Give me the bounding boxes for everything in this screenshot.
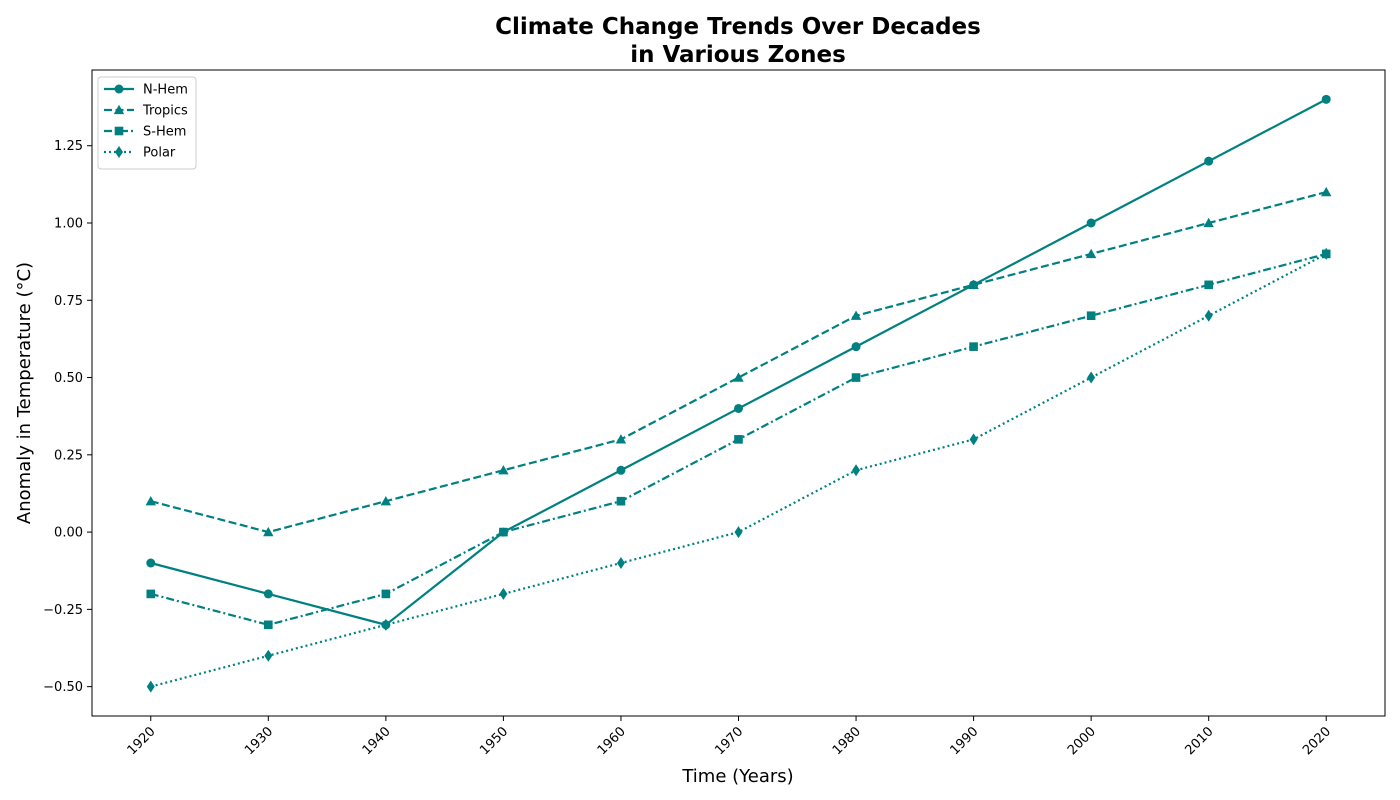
data-point-n-hem <box>1204 156 1214 166</box>
data-point-s-hem <box>1204 280 1213 290</box>
legend-marker-s-hem <box>114 126 124 136</box>
legend-label-n-hem: N-Hem <box>143 83 188 98</box>
y-tick-label: 0.50 <box>54 371 83 386</box>
x-tick-label: 2010 <box>1183 724 1217 758</box>
y-tick-label: 1.00 <box>54 217 83 232</box>
data-point-tropics <box>615 434 627 444</box>
x-tick-label: 2000 <box>1065 724 1099 758</box>
legend-marker-n-hem <box>114 84 124 94</box>
x-tick-label: 1950 <box>477 724 511 758</box>
x-tick-label: 1970 <box>712 724 746 758</box>
data-point-tropics <box>263 526 274 537</box>
y-tick-label: 0.75 <box>54 294 83 309</box>
data-point-n-hem <box>851 342 861 352</box>
series-polar <box>146 247 1331 693</box>
data-point-s-hem <box>381 589 391 599</box>
data-point-s-hem <box>146 589 156 599</box>
data-point-polar <box>146 680 155 693</box>
x-tick-label: 1960 <box>595 724 629 758</box>
y-tick-label: −0.50 <box>43 680 83 695</box>
data-point-tropics <box>145 495 156 506</box>
y-tick-label: −0.25 <box>43 603 83 618</box>
y-tick-label: 0.25 <box>54 448 83 463</box>
data-point-tropics <box>968 279 979 289</box>
data-point-s-hem <box>969 342 978 351</box>
series-s-hem <box>146 249 1331 630</box>
data-point-polar <box>381 618 390 631</box>
y-axis-label: Anomaly in Temperature (°C) <box>14 262 35 524</box>
data-point-n-hem <box>263 589 273 599</box>
series-line-polar <box>150 252 1327 688</box>
data-point-polar <box>264 649 273 662</box>
series-line-tropics <box>150 191 1327 534</box>
data-point-tropics <box>1321 186 1332 197</box>
series-line-n-hem <box>150 98 1327 627</box>
data-point-s-hem <box>734 435 743 444</box>
data-point-polar <box>1322 247 1331 260</box>
data-point-tropics <box>850 310 862 320</box>
data-point-n-hem <box>616 465 626 475</box>
data-point-polar <box>852 464 861 477</box>
x-axis-label: Time (Years) <box>681 766 793 787</box>
data-point-s-hem <box>499 527 508 537</box>
data-point-n-hem <box>1321 94 1331 104</box>
x-tick-label: 1990 <box>947 724 981 758</box>
data-point-n-hem <box>734 403 743 413</box>
data-point-polar <box>1087 371 1096 384</box>
data-point-tropics <box>1085 248 1097 259</box>
data-point-s-hem <box>264 620 273 630</box>
data-point-polar <box>734 526 743 539</box>
data-point-n-hem <box>1086 218 1096 228</box>
data-point-polar <box>616 557 625 569</box>
legend-label-tropics: Tropics <box>142 104 188 119</box>
x-tick-label: 1930 <box>242 724 276 758</box>
data-point-s-hem <box>616 496 626 506</box>
y-tick-label: 1.25 <box>54 139 83 154</box>
x-tick-label: 1980 <box>830 724 864 758</box>
data-point-s-hem <box>1086 311 1096 321</box>
series-n-hem <box>146 94 1331 630</box>
legend-marker-tropics <box>113 104 125 115</box>
x-tick-label: 2020 <box>1300 724 1334 758</box>
y-tick-label: 0.00 <box>54 526 83 541</box>
x-tick-label: 1920 <box>125 724 159 758</box>
series-tropics <box>145 186 1332 537</box>
plot-area: −0.50 −0.25 0.00 0.25 0.50 0.75 1.00 1.25 1920 19… <box>43 69 1386 758</box>
chart-title-line-1: Climate Change Trends Over Decades <box>495 14 981 40</box>
legend-box <box>97 76 197 170</box>
x-tick-label: 1940 <box>360 724 394 758</box>
data-point-polar <box>499 587 508 600</box>
legend: N-Hem Tropics S-Hem Polar <box>97 76 197 170</box>
legend-label-polar: Polar <box>143 146 176 161</box>
data-point-tropics <box>498 465 509 475</box>
data-point-tropics <box>733 372 744 382</box>
data-point-tropics <box>1203 217 1214 228</box>
chart-title-line-2: in Various Zones <box>630 42 846 68</box>
data-point-s-hem <box>851 373 861 382</box>
data-point-n-hem <box>146 558 156 568</box>
data-point-tropics <box>380 495 392 506</box>
data-point-polar <box>969 433 978 446</box>
legend-marker-polar <box>115 146 123 158</box>
data-point-polar <box>1204 309 1213 322</box>
legend-label-s-hem: S-Hem <box>143 125 186 140</box>
